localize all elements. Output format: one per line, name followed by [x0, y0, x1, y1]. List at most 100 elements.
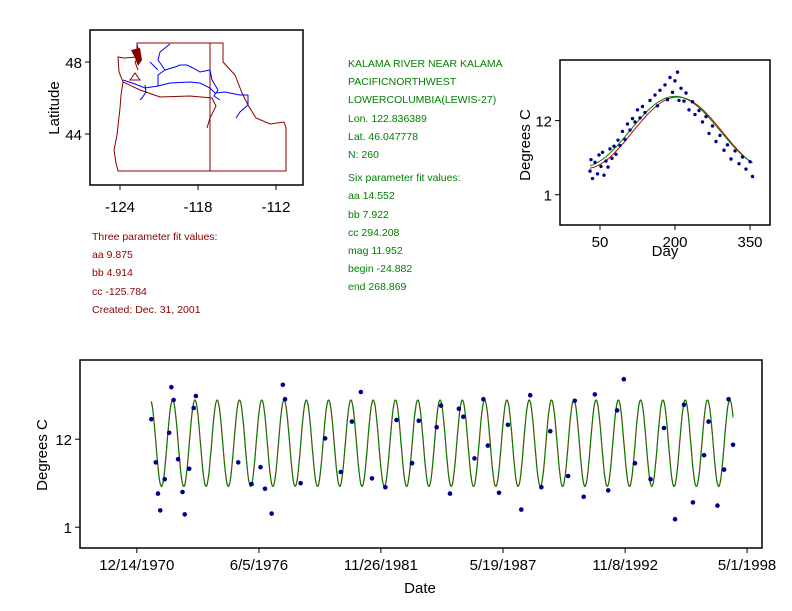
data-point	[166, 430, 172, 436]
data-point	[643, 110, 647, 115]
data-point	[456, 406, 462, 412]
data-point	[590, 176, 595, 181]
x-tick-label: 50	[592, 234, 609, 251]
seasonal-chart: 50 200 350 1 12 Day Degrees C	[517, 59, 771, 260]
map-ytick: 44	[65, 127, 82, 144]
data-point	[748, 159, 752, 164]
data-point	[655, 104, 660, 108]
map-ylabel: Latitude	[46, 81, 63, 134]
data-point	[349, 419, 355, 424]
x-tick-label: 11/26/1981	[344, 557, 418, 574]
fit-line-three-parameter	[589, 96, 753, 169]
six-param-end: end 268.869	[348, 281, 407, 294]
data-point	[665, 98, 670, 102]
x-tick-label: 6/5/1976	[230, 557, 288, 574]
station-lat: Lat. 46.047778	[348, 130, 419, 143]
seasonal-ylabel: Degrees C	[517, 109, 534, 181]
data-point	[589, 157, 593, 162]
seasonal-frame	[559, 59, 771, 226]
data-point	[623, 137, 627, 142]
three-param-aa: aa 9.875	[92, 249, 133, 262]
data-point	[169, 384, 174, 390]
data-point	[714, 139, 718, 144]
data-point	[605, 488, 611, 493]
data-point	[610, 156, 614, 161]
station-lon: Lon. 122.836389	[348, 112, 427, 125]
data-point	[481, 396, 486, 402]
data-point	[409, 460, 415, 466]
data-point	[630, 116, 635, 121]
site-marker-icon	[129, 72, 141, 81]
three-param-info: Three parameter fit values: aa 9.875 bb …	[92, 228, 217, 319]
station-info: KALAMA RIVER NEAR KALAMA PACIFICNORTHWES…	[348, 55, 503, 297]
data-point	[269, 511, 274, 516]
data-point	[648, 476, 653, 482]
data-point	[682, 99, 686, 103]
fit-line-six-parameter	[589, 95, 753, 167]
data-point	[592, 392, 598, 397]
data-point	[621, 376, 627, 382]
data-point	[282, 396, 288, 402]
data-point	[572, 398, 578, 404]
data-point	[618, 143, 622, 148]
data-point	[672, 516, 678, 522]
fit-line-six-parameter	[150, 399, 734, 488]
data-point	[539, 484, 544, 490]
data-point	[527, 392, 533, 398]
data-point	[730, 442, 736, 448]
data-point	[193, 393, 199, 399]
seasonal-xlabel: Day	[652, 243, 679, 260]
data-point	[701, 452, 707, 458]
data-point	[593, 160, 597, 165]
map-ticks	[85, 61, 277, 190]
data-point	[670, 90, 675, 95]
data-point	[175, 456, 181, 462]
data-point	[280, 382, 286, 388]
data-point	[675, 70, 680, 74]
data-point	[725, 143, 730, 147]
data-point	[599, 164, 603, 169]
data-point	[710, 124, 715, 128]
data-point	[394, 417, 399, 423]
data-point	[704, 114, 708, 119]
station-name: KALAMA RIVER NEAR KALAMA	[348, 58, 503, 70]
timeseries-frame	[79, 359, 763, 549]
map-ytick: 48	[65, 55, 82, 72]
y-tick-label: 12	[55, 432, 72, 449]
data-point	[677, 98, 681, 103]
data-point	[565, 473, 571, 479]
data-point	[338, 469, 344, 475]
x-tick-label: 200	[662, 234, 687, 251]
rivers	[122, 43, 249, 119]
data-point	[612, 144, 616, 148]
data-point	[485, 443, 491, 448]
data-point	[322, 436, 328, 441]
data-point	[653, 93, 657, 97]
data-point	[718, 133, 722, 138]
map-frame	[89, 29, 304, 186]
data-point	[383, 484, 388, 490]
station-region: PACIFICNORTHWEST	[348, 76, 457, 89]
data-point	[606, 165, 610, 169]
x-tick-label: 5/19/1987	[470, 557, 537, 574]
x-tick-label: 350	[737, 234, 762, 251]
data-point	[604, 159, 608, 163]
data-point	[588, 169, 592, 173]
data-point	[180, 489, 185, 495]
timeseries-ylabel: Degrees C	[34, 419, 51, 491]
three-param-title: Three parameter fit values:	[92, 231, 218, 243]
data-point	[633, 120, 637, 124]
data-point	[687, 108, 691, 112]
y-tick-label: 1	[64, 520, 72, 537]
data-point	[614, 408, 620, 413]
data-point	[750, 174, 755, 179]
data-point	[157, 508, 163, 513]
puget-sound-islands	[131, 48, 142, 66]
data-point	[668, 75, 672, 80]
data-point	[722, 148, 726, 152]
data-point	[638, 116, 642, 120]
data-point	[496, 490, 502, 496]
data-point	[679, 86, 683, 90]
data-point	[235, 460, 241, 465]
data-point	[262, 486, 268, 492]
